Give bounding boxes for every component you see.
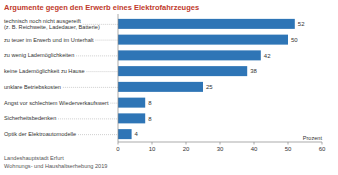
data-label: 4	[135, 131, 139, 137]
data-label: 42	[264, 53, 271, 59]
leader-line	[96, 40, 118, 41]
category-labels: technisch noch nicht ausgereift(z. B. Re…	[4, 18, 109, 138]
category-label-line: Sicherheitsbedenken	[4, 115, 56, 121]
category-label-line: technisch noch nicht ausgereift	[4, 18, 81, 24]
bar	[118, 82, 203, 92]
leader-line	[76, 55, 118, 56]
data-label: 50	[291, 37, 298, 43]
data-label: 52	[298, 21, 305, 27]
bar	[118, 19, 295, 29]
data-label: 25	[206, 84, 213, 90]
x-tick	[322, 142, 323, 145]
x-axis-label: Prozent	[303, 135, 323, 141]
leader-line	[87, 71, 118, 72]
leader-line	[78, 134, 118, 135]
data-label: 8	[148, 116, 152, 122]
leader-line	[58, 118, 118, 119]
category-label: technisch noch nicht ausgereift(z. B. Re…	[4, 18, 100, 31]
bar	[118, 35, 288, 45]
x-tick-label: 60	[319, 146, 326, 152]
x-tick	[186, 142, 187, 145]
category-label: zu teuer im Erwerb und im Unterhalt	[4, 37, 94, 43]
category-label-line: keine Lademöglichkeit zu Hause	[4, 68, 85, 74]
chart: Argumente gegen den Erwerb eines Elektro…	[0, 0, 338, 175]
category-label: unklare Betriebskosten	[4, 84, 61, 90]
category-label-line: zu teuer im Erwerb und im Unterhalt	[4, 37, 94, 43]
category-label: keine Lademöglichkeit zu Hause	[4, 68, 85, 74]
leader-line	[110, 103, 118, 104]
bar	[118, 129, 132, 139]
category-label: Angst vor schlechtem Wiederverkaufswert	[4, 100, 109, 106]
category-label-line: zu wenig Lademöglichkeiten	[4, 52, 74, 58]
x-tick	[118, 142, 119, 145]
x-tick	[254, 142, 255, 145]
data-label: 8	[148, 100, 152, 106]
source: Landeshauptstadt Erfurt	[4, 155, 64, 161]
bar	[118, 50, 261, 60]
bar	[118, 98, 145, 108]
x-axis: 0 10 20 30 40 50 60 Prozent	[116, 14, 326, 152]
leader-line	[63, 87, 118, 88]
category-label-line: (z. B. Reichweite, Ladedauer, Batterie)	[4, 24, 100, 30]
x-tick	[220, 142, 221, 145]
category-label-line: Optik der Elektroautomodelle	[4, 131, 76, 137]
x-tick	[288, 142, 289, 145]
x-tick-label: 20	[183, 146, 190, 152]
bar	[118, 113, 145, 123]
x-tick-label: 50	[285, 146, 292, 152]
source: Wohnungs- und Haushaltserhebung 2019	[4, 163, 107, 169]
category-label: Optik der Elektroautomodelle	[4, 131, 76, 137]
x-tick-label: 10	[149, 146, 156, 152]
bar	[118, 66, 247, 76]
category-label-line: unklare Betriebskosten	[4, 84, 61, 90]
x-tick-label: 30	[217, 146, 224, 152]
x-tick	[152, 142, 153, 145]
x-tick-label: 0	[116, 146, 120, 152]
title: Argumente gegen den Erwerb eines Elektro…	[4, 3, 199, 12]
category-label: zu wenig Lademöglichkeiten	[4, 52, 74, 58]
category-label-line: Angst vor schlechtem Wiederverkaufswert	[4, 100, 109, 106]
y-axis-line	[118, 14, 119, 142]
bars	[118, 19, 295, 139]
category-label: Sicherheitsbedenken	[4, 115, 56, 121]
x-tick-label: 40	[251, 146, 258, 152]
data-labels: 52 50 42 38 25 8 8 4	[135, 21, 306, 137]
data-label: 38	[250, 68, 257, 74]
